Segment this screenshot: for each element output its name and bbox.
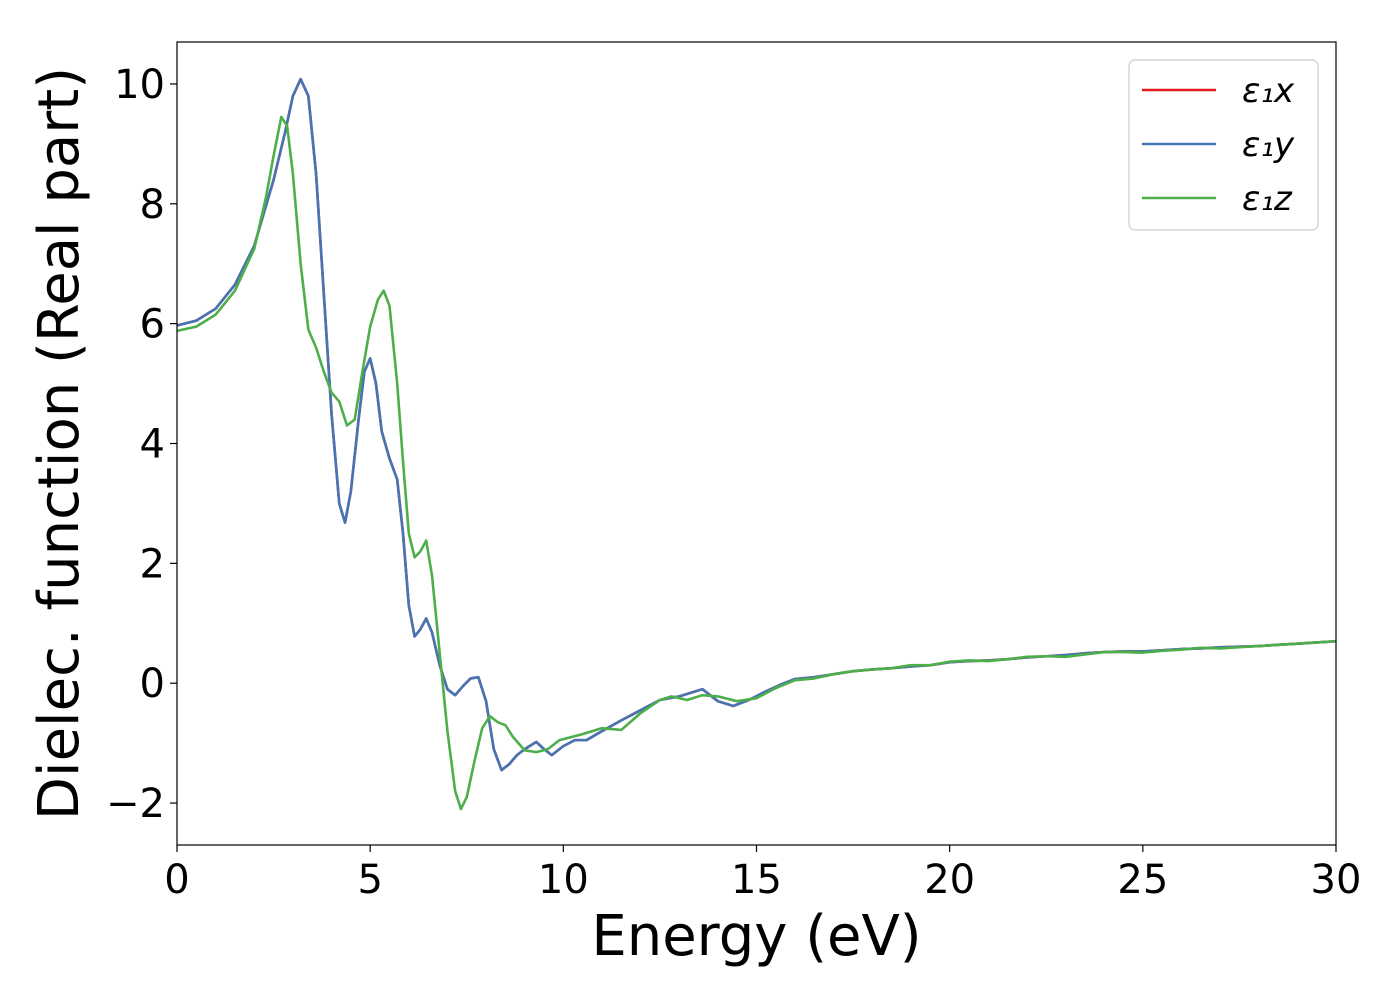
y-tick-label: −2 <box>106 781 165 827</box>
y-tick-label: 8 <box>140 182 165 228</box>
x-tick-label: 30 <box>1311 857 1362 903</box>
y-tick-label: 2 <box>140 541 165 587</box>
y-axis-ticks: −2 0 2 4 6 8 10 <box>106 62 177 827</box>
series-line-3 <box>176 115 1337 811</box>
y-tick-label: 10 <box>114 62 165 108</box>
x-tick-label: 20 <box>924 857 975 903</box>
y-axis-title: Dielec. function (Real part) <box>27 67 92 820</box>
legend-label-2: ε₁y <box>1242 125 1295 165</box>
x-axis-ticks: 0 5 10 15 20 25 30 <box>164 845 1361 903</box>
x-tick-label: 5 <box>357 857 382 903</box>
x-tick-label: 10 <box>538 857 589 903</box>
y-tick-label: 4 <box>140 422 165 468</box>
legend-label-3: ε₁z <box>1242 179 1293 219</box>
y-tick-label: 6 <box>140 302 165 348</box>
legend-label-1: ε₁x <box>1242 71 1295 111</box>
legend-box <box>1128 59 1319 231</box>
x-tick-label: 25 <box>1117 857 1168 903</box>
legend: ε₁x ε₁y ε₁z <box>1128 59 1319 231</box>
y-tick-label: 0 <box>140 661 165 707</box>
x-tick-label: 15 <box>731 857 782 903</box>
series-layer <box>176 77 1337 811</box>
x-tick-label: 0 <box>164 857 189 903</box>
x-axis-title: Energy (eV) <box>591 904 921 969</box>
